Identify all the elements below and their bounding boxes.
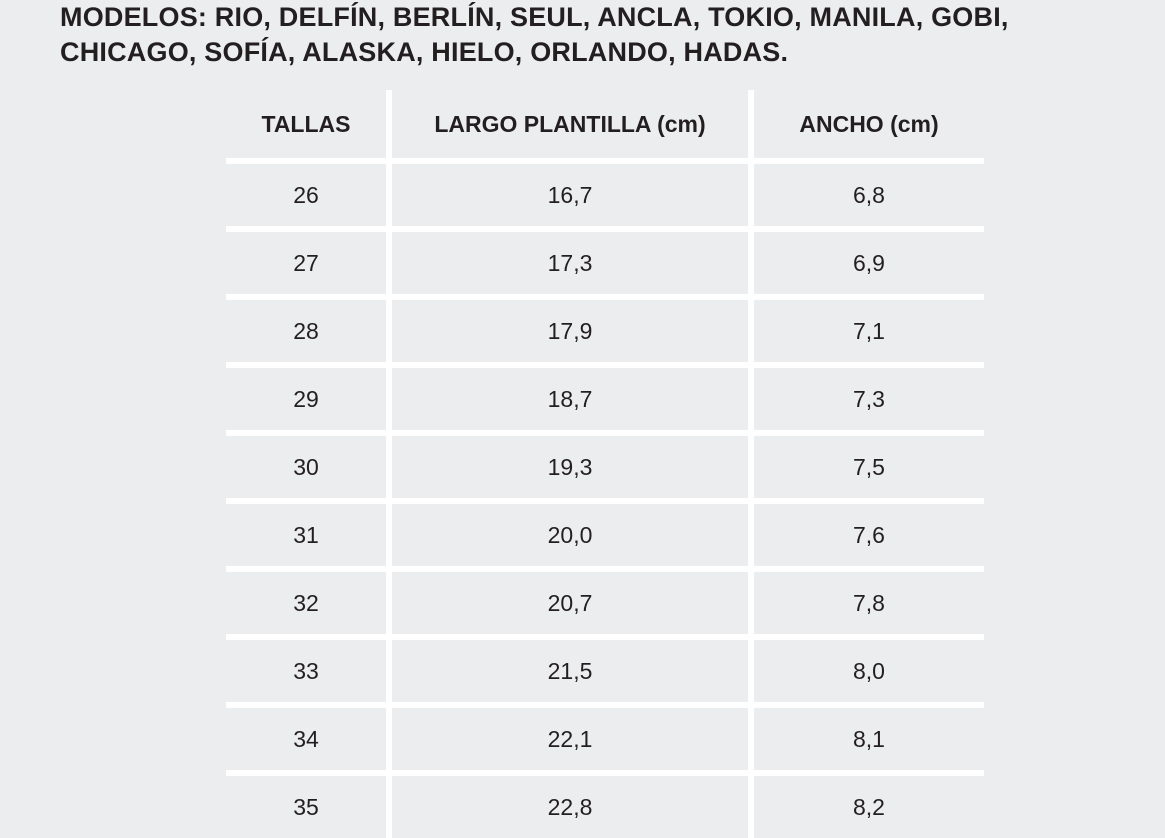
cell-tallas: 33 (226, 640, 386, 702)
cell-largo-plantilla: 21,5 (392, 640, 748, 702)
cell-largo-plantilla: 17,9 (392, 300, 748, 362)
cell-ancho: 7,8 (754, 572, 984, 634)
cell-tallas: 27 (226, 232, 386, 294)
size-table: TALLAS LARGO PLANTILLA (cm) ANCHO (cm) 2… (226, 90, 984, 838)
cell-tallas: 31 (226, 504, 386, 566)
cell-tallas: 28 (226, 300, 386, 362)
cell-largo-plantilla: 17,3 (392, 232, 748, 294)
cell-largo-plantilla: 20,7 (392, 572, 748, 634)
cell-ancho: 8,0 (754, 640, 984, 702)
column-header-ancho: ANCHO (cm) (754, 90, 984, 158)
cell-ancho: 7,3 (754, 368, 984, 430)
cell-ancho: 6,9 (754, 232, 984, 294)
cell-ancho: 7,1 (754, 300, 984, 362)
cell-largo-plantilla: 16,7 (392, 164, 748, 226)
column-header-largo-plantilla: LARGO PLANTILLA (cm) (392, 90, 748, 158)
cell-ancho: 7,6 (754, 504, 984, 566)
cell-ancho: 7,5 (754, 436, 984, 498)
cell-tallas: 32 (226, 572, 386, 634)
cell-tallas: 26 (226, 164, 386, 226)
page-title: MODELOS: RIO, DELFÍN, BERLÍN, SEUL, ANCL… (60, 2, 1009, 67)
cell-tallas: 30 (226, 436, 386, 498)
cell-tallas: 35 (226, 776, 386, 838)
cell-largo-plantilla: 20,0 (392, 504, 748, 566)
cell-largo-plantilla: 18,7 (392, 368, 748, 430)
cell-ancho: 8,2 (754, 776, 984, 838)
cell-tallas: 29 (226, 368, 386, 430)
cell-tallas: 34 (226, 708, 386, 770)
cell-ancho: 6,8 (754, 164, 984, 226)
cell-largo-plantilla: 22,8 (392, 776, 748, 838)
column-header-tallas: TALLAS (226, 90, 386, 158)
cell-largo-plantilla: 19,3 (392, 436, 748, 498)
cell-largo-plantilla: 22,1 (392, 708, 748, 770)
cell-ancho: 8,1 (754, 708, 984, 770)
